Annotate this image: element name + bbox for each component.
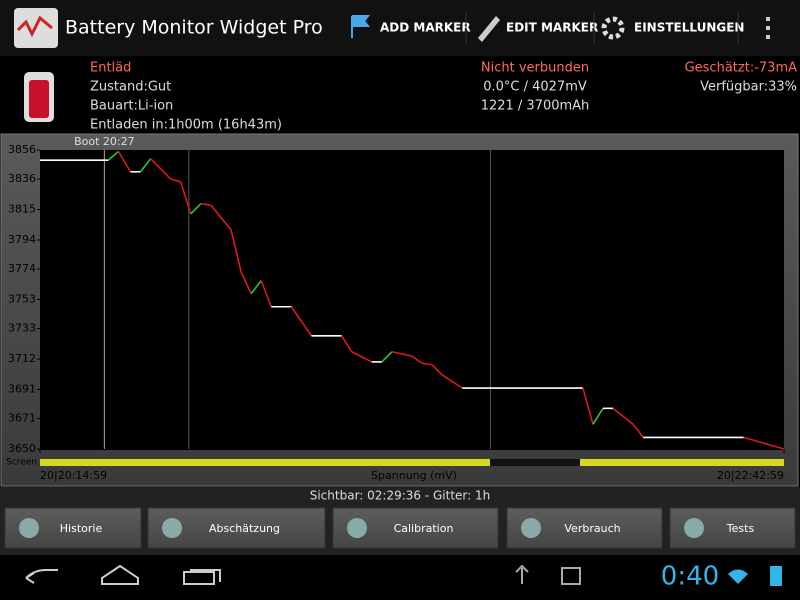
status-line: Nicht verbunden	[481, 61, 589, 76]
back-button[interactable]	[25, 569, 58, 584]
settings[interactable]: EINSTELLUNGEN	[634, 21, 744, 35]
line-segment	[139, 158, 152, 173]
line-segment	[290, 306, 313, 337]
clock: 0:40	[661, 562, 719, 592]
app-title: Battery Monitor Widget Pro	[65, 17, 323, 39]
screen-label: Screen	[6, 458, 37, 468]
button-label[interactable]: Tests	[726, 522, 755, 535]
button-label[interactable]: Abschätzung	[209, 522, 280, 535]
gallery-icon	[561, 567, 581, 585]
y-tick-label: 3691	[8, 382, 36, 395]
x-tick-label: 20|22:42:59	[717, 469, 784, 482]
y-tick-label: 3836	[8, 172, 36, 185]
y-tick-label: 3774	[8, 262, 36, 275]
line-segment	[230, 229, 242, 273]
status-line: 0.0°C / 4027mV	[483, 80, 587, 95]
line-segment	[210, 204, 232, 231]
status-line: Verfügbar:33%	[700, 80, 797, 95]
button-icon	[684, 518, 704, 538]
button-icon	[19, 518, 39, 538]
flag-icon[interactable]	[351, 15, 371, 38]
status-line: Entläd	[90, 61, 131, 76]
line-segment	[431, 364, 443, 376]
visible-info: Sichtbar: 02:29:36 - Gitter: 1h	[310, 489, 491, 503]
button-label[interactable]: Historie	[60, 522, 103, 535]
line-segment	[190, 203, 202, 215]
line-segment	[340, 335, 353, 353]
y-tick-label: 3733	[8, 322, 36, 335]
status-line: Bauart:Li-ion	[90, 99, 173, 114]
line-segment	[200, 202, 212, 206]
add-marker[interactable]: ADD MARKER	[380, 21, 471, 35]
button-icon	[162, 518, 182, 538]
battery-fill	[29, 80, 49, 118]
line-segment	[743, 436, 785, 450]
status-line: Zustand:Gut	[90, 80, 171, 95]
overflow-menu[interactable]	[766, 17, 770, 39]
line-segment	[170, 178, 181, 183]
line-segment	[421, 362, 433, 366]
line-segment	[612, 407, 634, 425]
y-tick-label: 3650	[8, 442, 36, 455]
screen-bar	[40, 459, 784, 466]
line-segment	[351, 351, 373, 363]
line-segment	[441, 374, 463, 389]
button-row: Historie Abschätzung Calibration Verbrauch T…	[4, 507, 796, 549]
battery-status	[770, 566, 782, 586]
status-line: 1221 / 3700mAh	[481, 99, 590, 114]
status-line: Entladen in:1h00m (16h43m)	[90, 118, 282, 133]
wifi-icon	[728, 569, 748, 584]
status-line: Geschätzt:-73mA	[685, 61, 797, 76]
line-segment	[260, 280, 272, 308]
line-segment	[117, 151, 132, 173]
y-tick-label: 3753	[8, 293, 36, 306]
screen-off	[490, 459, 580, 466]
marker-label: Boot 20:27	[74, 135, 135, 148]
y-tick-label: 3794	[8, 233, 36, 246]
pen-icon[interactable]	[478, 16, 500, 42]
usb-icon	[515, 564, 529, 584]
button-icon	[521, 518, 541, 538]
line-segment	[179, 181, 192, 215]
button-icon	[347, 518, 367, 538]
line-segment	[411, 355, 423, 365]
recents-button[interactable]	[183, 569, 221, 585]
line-segment	[150, 158, 172, 180]
line-segment	[582, 387, 594, 425]
button-label[interactable]: Verbrauch	[564, 522, 620, 535]
y-tick-label: 3712	[8, 352, 36, 365]
gear-icon[interactable]	[601, 16, 625, 40]
line-segment	[391, 350, 413, 357]
line-segment	[240, 271, 252, 295]
home-button[interactable]	[101, 564, 139, 585]
plot-area	[40, 150, 784, 450]
line-segment	[381, 351, 393, 363]
line-segment	[250, 280, 262, 295]
line-segment	[592, 407, 604, 425]
x-tick-label: 20|20:14:59	[40, 469, 107, 482]
line-segment	[632, 423, 644, 438]
y-tick-label: 3815	[8, 203, 36, 216]
button-label[interactable]: Calibration	[394, 522, 454, 535]
edit-marker[interactable]: EDIT MARKER	[506, 21, 598, 35]
app-icon-graph	[16, 15, 53, 38]
app-bar	[0, 0, 800, 56]
y-tick-label: 3856	[8, 143, 36, 156]
x-axis-label: Spannung (mV)	[371, 469, 457, 482]
y-tick-label: 3671	[8, 412, 36, 425]
line-segment	[107, 150, 119, 161]
